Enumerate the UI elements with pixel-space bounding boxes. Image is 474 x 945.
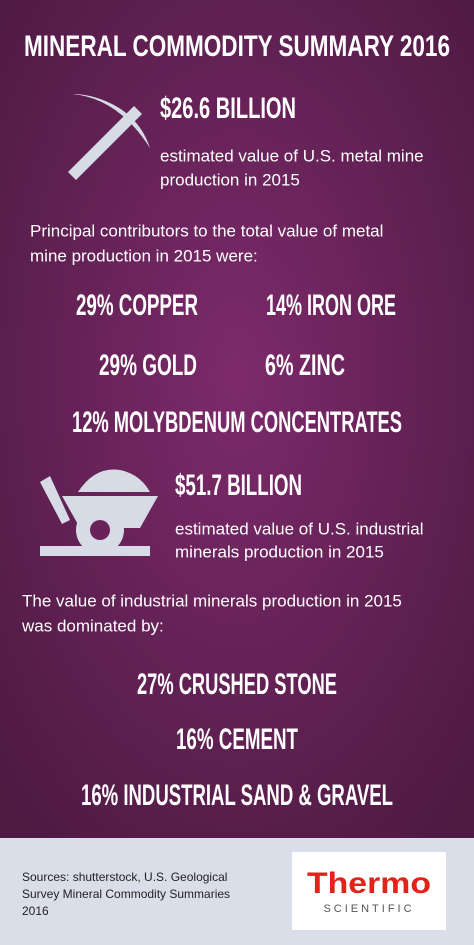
metal-description: estimated value of U.S. metal mine — [160, 146, 424, 165]
wheelbarrow-icon — [40, 469, 158, 556]
metal-intro: Principal contributors to the total valu… — [30, 221, 383, 240]
industrial-intro: was dominated by: — [21, 616, 164, 635]
contributor: 29% COPPER — [76, 289, 198, 322]
contributor: 12% MOLYBDENUM CONCENTRATES — [72, 406, 402, 439]
metal-value: $26.6 BILLION — [160, 92, 296, 125]
sources: Survey Mineral Commodity Summaries — [22, 887, 230, 901]
title: MINERAL COMMODITY SUMMARY 2016 — [24, 30, 450, 63]
background — [0, 0, 474, 838]
contributor: 6% ZINC — [265, 349, 345, 382]
contributor: 16% INDUSTRIAL SAND & GRAVEL — [81, 779, 393, 812]
logo-subtitle: SCIENTIFIC — [323, 903, 414, 915]
industrial-description: estimated value of U.S. industrial — [175, 519, 424, 538]
sources: Sources: shutterstock, U.S. Geological — [22, 870, 227, 884]
contributor: 14% IRON ORE — [266, 289, 396, 322]
contributor: 27% CRUSHED STONE — [137, 668, 337, 701]
sources: 2016 — [22, 904, 49, 918]
metal-intro: mine production in 2015 were: — [30, 246, 258, 265]
logo-name: Thermo — [307, 867, 431, 900]
industrial-intro: The value of industrial minerals product… — [22, 591, 402, 610]
industrial-value: $51.7 BILLION — [175, 469, 302, 502]
logo-box — [292, 852, 446, 930]
industrial-description: minerals production in 2015 — [175, 542, 384, 561]
contributor: 29% GOLD — [99, 349, 197, 382]
metal-description: production in 2015 — [160, 170, 300, 189]
contributor: 16% CEMENT — [176, 723, 298, 756]
pickaxe-icon — [68, 94, 150, 180]
